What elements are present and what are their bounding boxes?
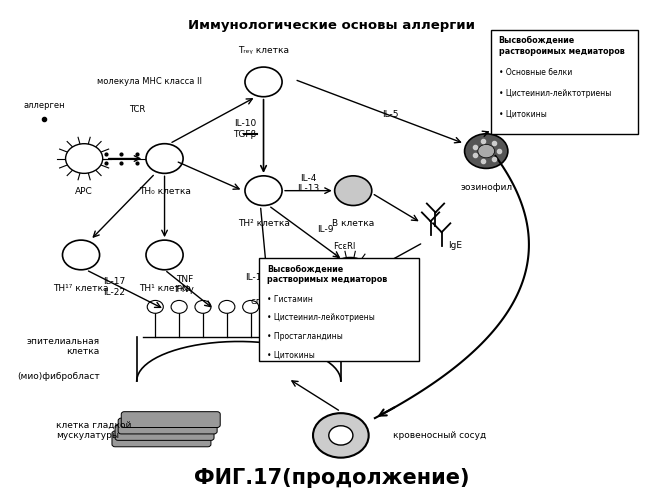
Text: FcεRI: FcεRI [333,242,355,250]
Text: • Цистеинил-лейкотриены: • Цистеинил-лейкотриены [267,314,375,322]
Text: IgE: IgE [449,240,462,250]
Circle shape [478,144,494,158]
FancyBboxPatch shape [115,424,214,440]
Text: ТΗ¹ клетка: ТΗ¹ клетка [138,284,191,292]
Circle shape [464,134,508,168]
Circle shape [171,300,187,314]
Circle shape [336,274,345,281]
Circle shape [347,263,357,270]
Circle shape [334,176,372,206]
FancyBboxPatch shape [259,258,419,361]
Circle shape [291,300,306,314]
Text: кровеносный сосуд: кровеносный сосуд [393,431,486,440]
Circle shape [354,266,362,273]
Circle shape [63,240,100,270]
Circle shape [336,268,345,276]
Text: молекула МНС класса II: молекула МНС класса II [97,78,202,86]
Circle shape [354,276,362,283]
Text: (мио)фибробласт: (мио)фибробласт [17,372,100,380]
Circle shape [328,258,372,292]
Circle shape [314,300,330,314]
Text: ТΗ¹⁷ клетка: ТΗ¹⁷ клетка [54,284,109,292]
Text: • Простагландины: • Простагландины [267,332,343,341]
Circle shape [266,300,283,314]
Circle shape [147,300,163,314]
Circle shape [245,176,282,206]
Text: IL-9: IL-9 [317,224,334,234]
Text: аллерген: аллерген [23,101,65,110]
Circle shape [65,144,103,174]
FancyBboxPatch shape [121,412,220,428]
Text: APC: APC [75,187,93,196]
Circle shape [328,426,353,445]
Text: Высвобождение
растворoимых медиаторов: Высвобождение растворoимых медиаторов [499,36,624,56]
Circle shape [341,278,349,285]
Text: • Цитокины: • Цитокины [499,110,547,118]
Circle shape [195,300,211,314]
Circle shape [146,144,183,174]
Circle shape [341,264,349,271]
Text: IL-13: IL-13 [245,272,267,281]
Text: • Основные белки: • Основные белки [499,68,572,77]
Text: • Цистеинил-лейктотриены: • Цистеинил-лейктотриены [499,89,611,98]
Text: тучная клетка: тучная клетка [349,302,419,311]
Text: • Гистамин: • Гистамин [267,294,313,304]
Text: эозинофил: эозинофил [460,184,513,192]
Circle shape [219,300,235,314]
Text: Иммунологические основы аллергии: Иммунологические основы аллергии [188,18,475,32]
Text: IL-4
IL-13: IL-4 IL-13 [297,174,319,193]
Text: Высвобождение
растворимых медиаторов: Высвобождение растворимых медиаторов [267,265,387,284]
FancyBboxPatch shape [118,418,217,434]
Circle shape [356,272,364,278]
Text: IL-10
TGFβ: IL-10 TGFβ [233,119,257,139]
Text: TCR: TCR [129,104,145,114]
FancyBboxPatch shape [490,30,638,134]
Circle shape [245,67,282,96]
Circle shape [146,240,183,270]
Text: эпителиальная
клетка: эпителиальная клетка [27,336,100,356]
Text: TNF
IFNγ: TNF IFNγ [174,275,195,294]
Circle shape [243,300,259,314]
Text: ФИГ.17(продолжение): ФИГ.17(продолжение) [194,468,470,488]
FancyBboxPatch shape [112,431,211,447]
Circle shape [313,413,369,458]
Text: клетка гладкой
мускулатуры: клетка гладкой мускулатуры [56,421,132,440]
Circle shape [347,280,357,286]
Text: Tᵣₑᵧ клетка: Tᵣₑᵧ клетка [238,46,289,54]
Text: IL-17
IL-22: IL-17 IL-22 [103,278,125,297]
Text: ТΗ₀ клетка: ТΗ₀ клетка [138,187,191,196]
Text: слизь: слизь [250,298,277,306]
Text: ТΗ² клетка: ТΗ² клетка [238,220,289,228]
Text: • Цитокины: • Цитокины [267,351,315,360]
Text: В клетка: В клетка [332,220,374,228]
Text: IL-5: IL-5 [382,110,398,118]
